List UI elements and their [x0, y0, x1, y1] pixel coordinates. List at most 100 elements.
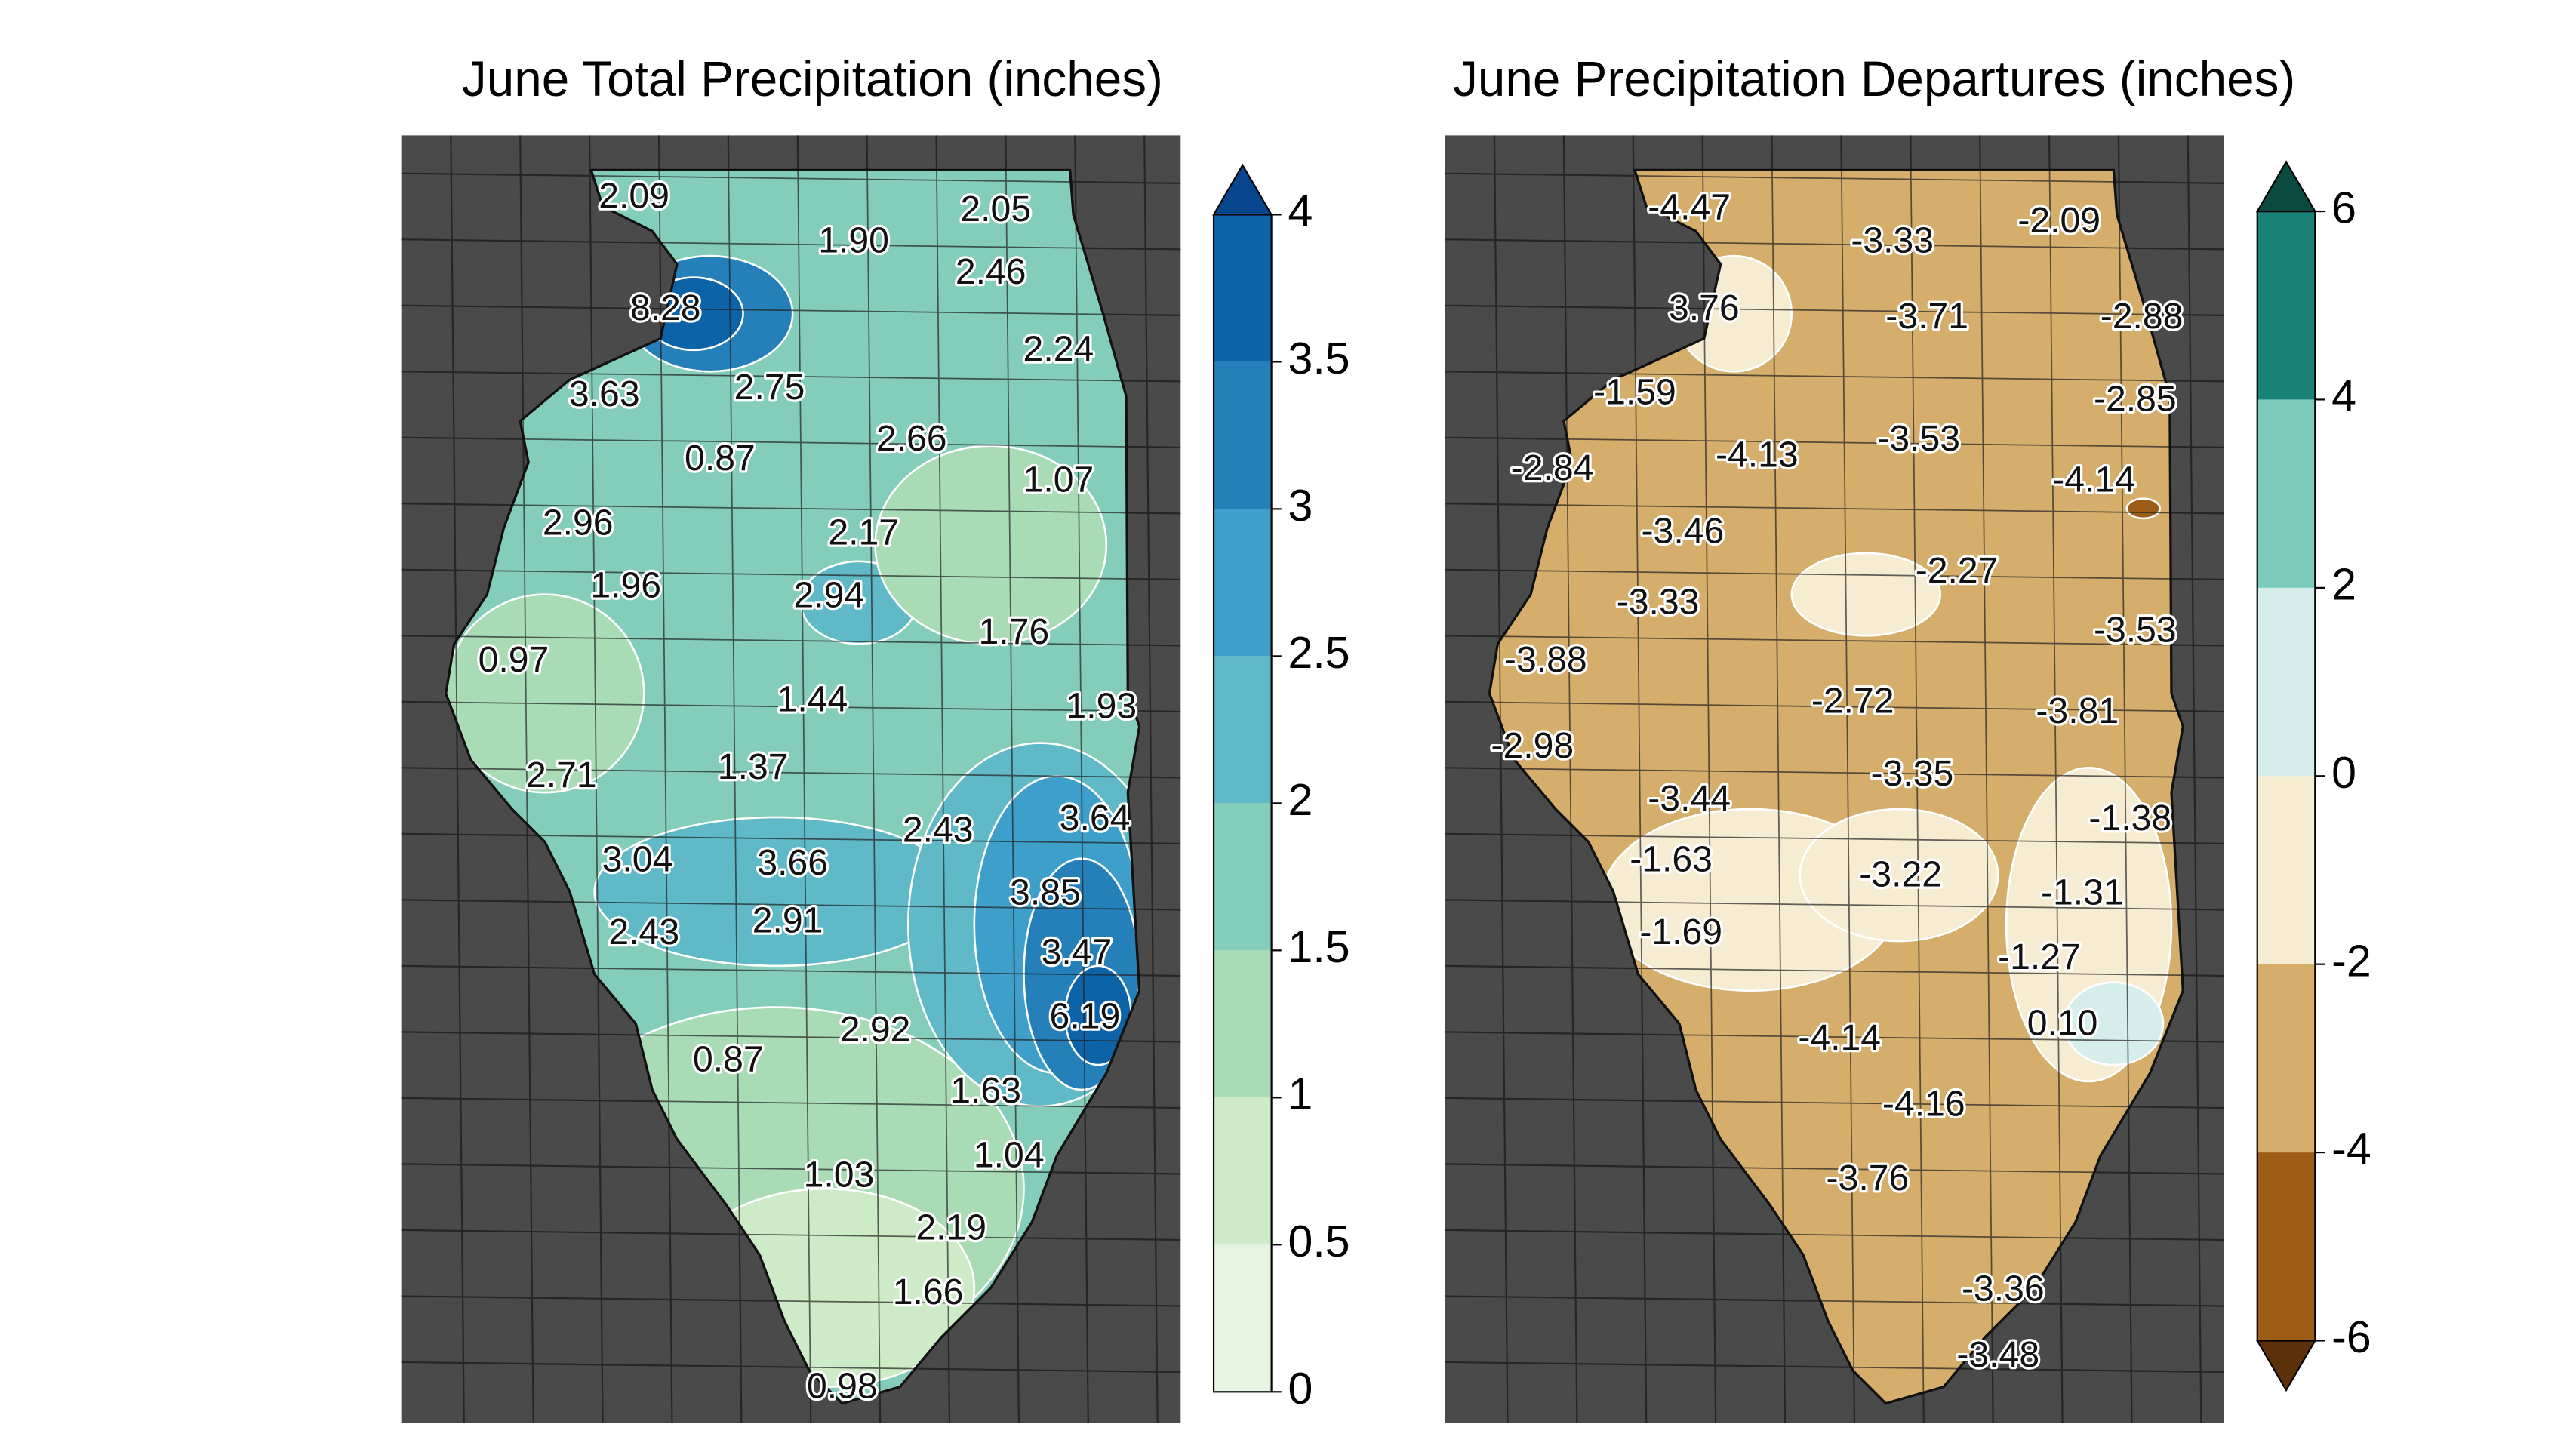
state-outline	[445, 168, 1141, 1405]
colorbar-tick-label: 1	[1288, 1069, 1313, 1119]
station-value: 0.10	[2027, 1002, 2098, 1043]
station-value: 2.19	[916, 1208, 986, 1248]
county-line	[1489, 635, 2184, 647]
colorbar-tick-label: 4	[1288, 186, 1313, 236]
county-line	[1005, 170, 1020, 1404]
station-value: 2.92	[840, 1009, 911, 1050]
colorbar: 0 0.5 1 1.5 2 2.5 3 3.5 4	[1212, 163, 1350, 1414]
colorbar-tick-label: 2	[2331, 559, 2356, 609]
station-value: -4.13	[1716, 435, 1799, 475]
station-value: -1.38	[2088, 798, 2171, 838]
county-line	[1489, 436, 2184, 448]
county-line	[1489, 568, 2184, 580]
county-line	[1489, 503, 2184, 515]
station-value: 0.87	[693, 1038, 764, 1079]
station-value: 3.64	[1060, 798, 1131, 838]
station-value: 1.63	[950, 1070, 1021, 1111]
station-value: -4.16	[1882, 1084, 1965, 1124]
panel-title: June Precipitation Departures (inches)	[1453, 51, 2295, 106]
station-value: -3.48	[1956, 1334, 2039, 1375]
station-value: 6.19	[1050, 996, 1121, 1037]
station-value: 3.85	[1010, 872, 1081, 912]
station-value: -2.88	[2101, 296, 2184, 337]
county-line	[1979, 170, 1994, 1404]
state-outline	[1488, 168, 2184, 1405]
contour-region	[2125, 497, 2161, 520]
station-value: 2.46	[956, 251, 1026, 292]
station-value: -3.44	[1648, 778, 1731, 819]
station-value: 2.66	[876, 418, 947, 459]
contour-region	[1790, 552, 1941, 637]
colorbar-band	[1214, 509, 1272, 657]
county-line	[445, 503, 1140, 515]
colorbar-tick-label: 4	[2331, 371, 2356, 421]
station-value: -3.88	[1504, 639, 1587, 680]
county-line	[866, 170, 881, 1404]
station-value: 2.94	[793, 575, 864, 616]
station-value: 1.37	[718, 746, 789, 787]
station-value: 2.24	[1023, 329, 1094, 370]
colorbar-tick-label: -4	[2331, 1124, 2371, 1174]
station-value: 1.44	[777, 679, 848, 720]
colorbar-extend-max	[1212, 163, 1273, 216]
station-value: -2.09	[2017, 200, 2101, 241]
county-line	[445, 767, 1140, 779]
county-line	[1910, 170, 1925, 1404]
colorbar-extend-min	[2255, 1340, 2317, 1392]
county-line	[2187, 135, 2202, 1423]
county-line	[727, 170, 743, 1404]
colorbar-band	[1214, 1097, 1272, 1245]
station-value: -3.36	[1962, 1269, 2045, 1309]
colorbar-tick-label: 3.5	[1288, 334, 1350, 383]
station-value: -4.14	[2052, 460, 2135, 500]
station-value: -3.53	[2094, 610, 2177, 651]
station-value: 1.90	[818, 220, 889, 260]
station-value: 3.66	[757, 842, 828, 883]
station-value: 2.91	[752, 900, 823, 941]
station-value: 1.76	[978, 611, 1049, 652]
station-value: 2.09	[599, 175, 669, 216]
county-line	[1489, 700, 2184, 712]
county-line	[1143, 135, 1159, 1423]
station-value: -2.72	[1811, 681, 1894, 721]
station-value: 1.07	[1023, 460, 1094, 500]
colorbar-tick-label: 2	[1288, 775, 1313, 825]
station-value: -1.27	[1998, 937, 2081, 977]
station-value: 1.03	[804, 1155, 875, 1195]
county-line	[445, 635, 1140, 647]
station-value: -2.84	[1511, 448, 1594, 488]
colorbar-extend-max	[2255, 160, 2317, 213]
colorbar-tick-label: -6	[2331, 1312, 2371, 1362]
county-line	[935, 170, 950, 1404]
station-value: -3.33	[1851, 220, 1934, 260]
station-value: 2.43	[903, 809, 974, 850]
station-value: -3.33	[1617, 581, 1700, 622]
county-line	[445, 700, 1140, 712]
panel-title: June Total Precipitation (inches)	[462, 51, 1163, 106]
contour-region	[2063, 981, 2165, 1066]
station-value: 1.04	[974, 1134, 1045, 1175]
station-value: -3.46	[1642, 510, 1725, 551]
station-value: 3.04	[602, 839, 673, 880]
station-value: -3.35	[1871, 753, 1954, 794]
station-value: -2.27	[1916, 550, 1999, 591]
county-line	[450, 135, 465, 1423]
colorbar-tick-label: 1.5	[1288, 922, 1350, 972]
station-value: 2.05	[960, 189, 1031, 229]
station-value: -3.76	[1827, 1158, 1910, 1198]
station-value: 0.97	[479, 639, 549, 680]
colorbar-band	[2257, 399, 2316, 588]
colorbar-band	[2257, 964, 2316, 1153]
map-panel: June Total Precipitation (inches) 2.09 1.9…	[401, 51, 1181, 1423]
colorbar-band	[1214, 950, 1272, 1098]
county-line	[445, 436, 1140, 448]
station-value: 2.96	[543, 502, 614, 543]
station-value: -3.71	[1885, 296, 1968, 337]
station-value: 8.28	[630, 288, 701, 328]
colorbar-band	[2257, 211, 2316, 400]
colorbar-band	[1214, 361, 1272, 509]
county-line	[1489, 767, 2184, 779]
colorbar-band	[2257, 587, 2316, 777]
